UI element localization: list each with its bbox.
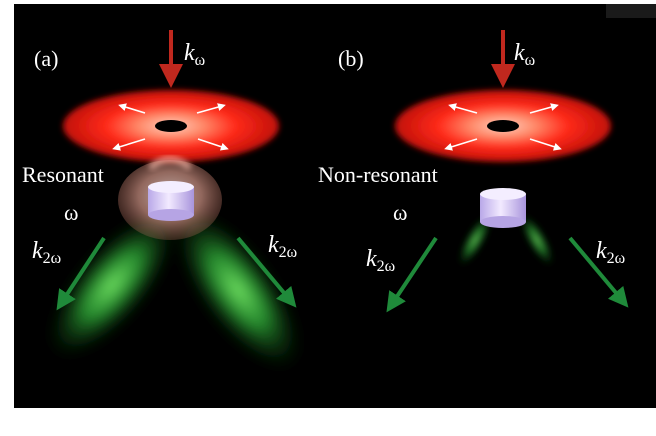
corner-patch	[606, 4, 656, 18]
panel-b-ring-hole	[487, 120, 519, 132]
panel-a-condition-line1: Resonant	[22, 162, 104, 187]
panel-b-condition-line2: ω	[393, 200, 407, 225]
panel-a-emission-left-label: k2ω	[32, 238, 61, 267]
panel-b-incident-label: kω	[514, 40, 535, 69]
panel-b-condition-line1: Non-resonant	[318, 162, 438, 187]
panel-b-emission-lobes	[457, 213, 555, 267]
diagram-background	[14, 4, 656, 408]
panel-a-lobe-right	[174, 209, 302, 371]
panel-b-emission-arrow-right	[568, 236, 629, 308]
panel-a-pump-ring	[63, 90, 279, 162]
panel-a-polarization-arrows	[112, 103, 229, 151]
panel-b-emission-left-label: k2ω	[366, 246, 395, 275]
panel-a-incident-label: kω	[184, 40, 205, 69]
panel-b-emission-arrow-left	[386, 236, 438, 313]
panel-a-disk	[148, 181, 194, 221]
panel-b-polarization-arrows	[444, 103, 562, 151]
panel-b-lobe-left	[457, 213, 493, 267]
panel-b-label: (b)	[338, 46, 364, 71]
panel-a-emission-arrow-right	[236, 236, 297, 308]
panel-b-pump-ring	[395, 90, 611, 162]
panel-b-disk	[480, 188, 526, 228]
panel-b-emission-right-label: k2ω	[596, 238, 625, 267]
panel-a-emission-lobes	[47, 209, 302, 371]
panel-a-condition-line2: ω	[64, 200, 78, 225]
panel-a-label: (a)	[34, 46, 58, 71]
panel-b: (b) kω Non-resonant ω k2ω k2ω	[318, 30, 629, 313]
panel-a-emission-right-label: k2ω	[268, 232, 297, 261]
panel-b-lobe-right	[519, 213, 555, 267]
panel-a-emission-arrow-left	[56, 236, 106, 311]
panel-a-lobe-left	[47, 212, 177, 358]
panel-a: (a) kω Resonant ω k2ω k2ω	[22, 30, 302, 371]
panel-a-ring-hole	[155, 120, 187, 132]
